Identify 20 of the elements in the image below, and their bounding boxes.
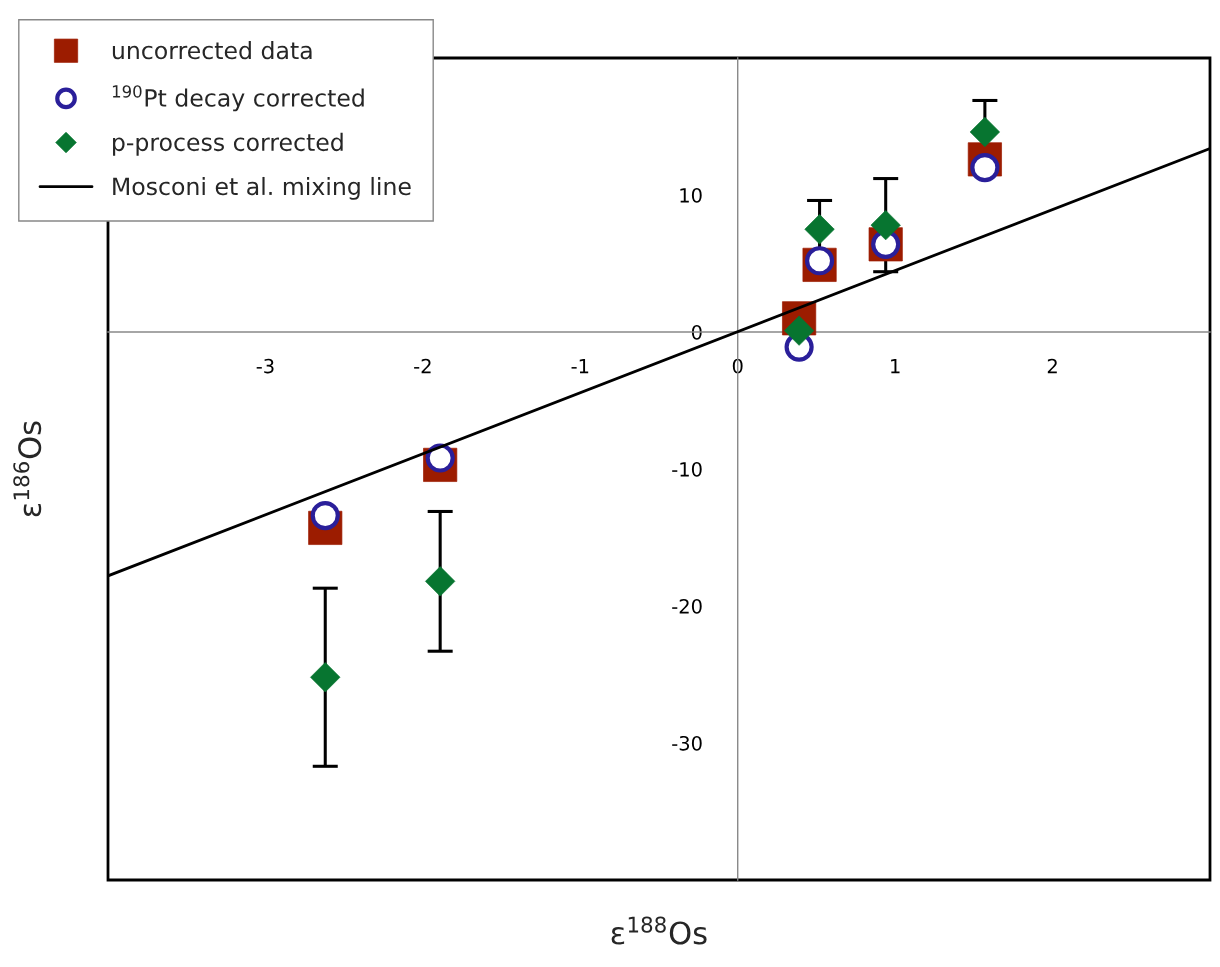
- x-tick-label: -1: [571, 358, 589, 374]
- point: [804, 214, 835, 245]
- y-tick-label: 10: [680, 187, 702, 203]
- legend-label: $^{190}$Pt decay corrected: [112, 85, 364, 112]
- legend-label: uncorrected data: [112, 41, 312, 60]
- point: [969, 116, 1000, 148]
- x-axis-title: ε$^{188}$Os: [611, 916, 707, 945]
- legend-label: p-process corrected: [113, 132, 343, 156]
- y-tick-label: -10: [672, 461, 702, 477]
- x-tick-label: -3: [256, 358, 274, 374]
- x-tick-label: 0: [732, 358, 743, 374]
- x-tick-label: 1: [891, 358, 900, 374]
- point: [870, 210, 901, 241]
- x-tick-label: -2: [414, 358, 431, 374]
- y-tick-label: -20: [672, 598, 702, 614]
- y-tick-label: 0: [691, 324, 702, 340]
- y-axis-title: ε$^{186}$Os: [13, 421, 42, 517]
- legend-label: Mosconi et al. mixing line: [113, 176, 411, 200]
- x-tick-label: 2: [1047, 358, 1057, 374]
- y-tick-label: -30: [672, 735, 702, 751]
